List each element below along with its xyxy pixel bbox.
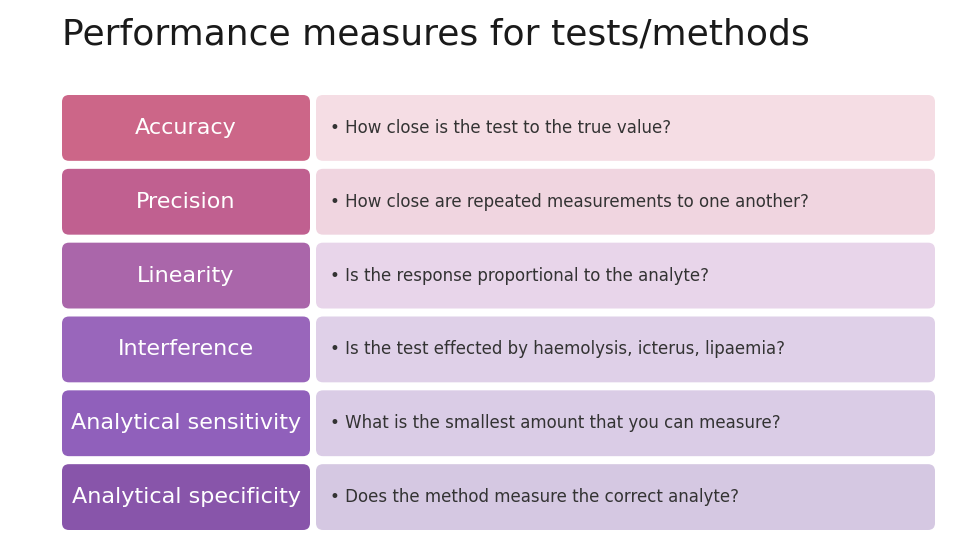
Text: • Is the test effected by haemolysis, icterus, lipaemia?: • Is the test effected by haemolysis, ic… xyxy=(330,340,785,359)
FancyBboxPatch shape xyxy=(316,464,935,530)
FancyBboxPatch shape xyxy=(62,390,310,456)
Text: • Is the response proportional to the analyte?: • Is the response proportional to the an… xyxy=(330,267,709,285)
Text: Analytical specificity: Analytical specificity xyxy=(71,487,300,507)
Text: Precision: Precision xyxy=(136,192,236,212)
Text: • How close are repeated measurements to one another?: • How close are repeated measurements to… xyxy=(330,193,809,211)
FancyBboxPatch shape xyxy=(316,95,935,161)
Text: • What is the smallest amount that you can measure?: • What is the smallest amount that you c… xyxy=(330,414,780,432)
FancyBboxPatch shape xyxy=(62,242,310,308)
FancyBboxPatch shape xyxy=(62,464,310,530)
Text: Performance measures for tests/methods: Performance measures for tests/methods xyxy=(62,18,809,52)
Text: Analytical sensitivity: Analytical sensitivity xyxy=(71,413,301,433)
Text: Accuracy: Accuracy xyxy=(135,118,237,138)
Text: • How close is the test to the true value?: • How close is the test to the true valu… xyxy=(330,119,671,137)
FancyBboxPatch shape xyxy=(62,169,310,235)
FancyBboxPatch shape xyxy=(316,242,935,308)
FancyBboxPatch shape xyxy=(316,316,935,382)
Text: Linearity: Linearity xyxy=(137,266,234,286)
FancyBboxPatch shape xyxy=(62,316,310,382)
Text: Interference: Interference xyxy=(118,340,254,360)
FancyBboxPatch shape xyxy=(62,95,310,161)
FancyBboxPatch shape xyxy=(316,169,935,235)
FancyBboxPatch shape xyxy=(316,390,935,456)
Text: • Does the method measure the correct analyte?: • Does the method measure the correct an… xyxy=(330,488,739,506)
